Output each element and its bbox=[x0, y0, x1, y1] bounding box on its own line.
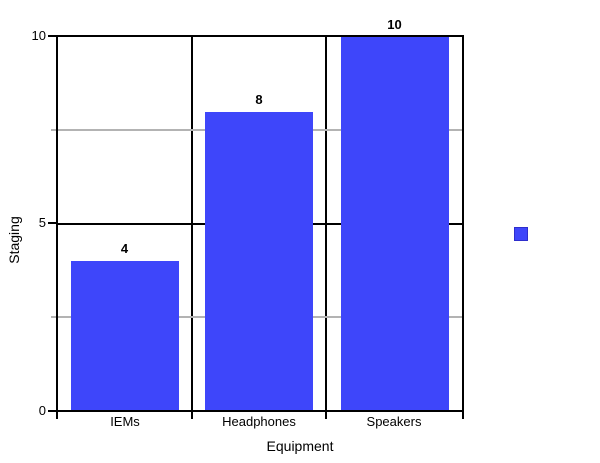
y-tick-mark-0 bbox=[48, 410, 56, 412]
panel-speakers: 10 bbox=[327, 17, 462, 410]
x-tick-label-iems: IEMs bbox=[110, 414, 140, 429]
y-tick-mark-7-5 bbox=[51, 129, 56, 131]
panel-headphones: 8 bbox=[193, 37, 327, 410]
x-tick-label-headphones: Headphones bbox=[222, 414, 296, 429]
x-tick-mark bbox=[462, 412, 464, 419]
y-tick-mark-2-5 bbox=[51, 316, 56, 318]
x-tick-label-speakers: Speakers bbox=[366, 414, 422, 429]
y-tick-mark-5 bbox=[48, 222, 56, 224]
y-tick-label-0: 0 bbox=[38, 403, 46, 418]
x-tick-mark bbox=[191, 412, 193, 419]
y-tick-mark-10 bbox=[48, 35, 56, 37]
y-tick-label-10: 10 bbox=[31, 28, 46, 43]
bar-speakers bbox=[340, 37, 449, 410]
bar-iems bbox=[70, 260, 179, 410]
legend-swatch bbox=[514, 227, 528, 241]
plot-area: 4 8 10 bbox=[56, 17, 464, 412]
bar-headphones bbox=[205, 111, 313, 410]
bar-value-label: 10 bbox=[387, 17, 402, 32]
bar-value-label: 8 bbox=[255, 91, 263, 107]
x-tick-mark bbox=[56, 412, 58, 419]
y-tick-label-5: 5 bbox=[38, 215, 46, 230]
category-panels: 4 8 10 bbox=[58, 17, 462, 410]
bar-value-label: 4 bbox=[120, 240, 129, 256]
x-tick-mark bbox=[325, 412, 327, 419]
x-axis-title: Equipment bbox=[266, 438, 334, 454]
